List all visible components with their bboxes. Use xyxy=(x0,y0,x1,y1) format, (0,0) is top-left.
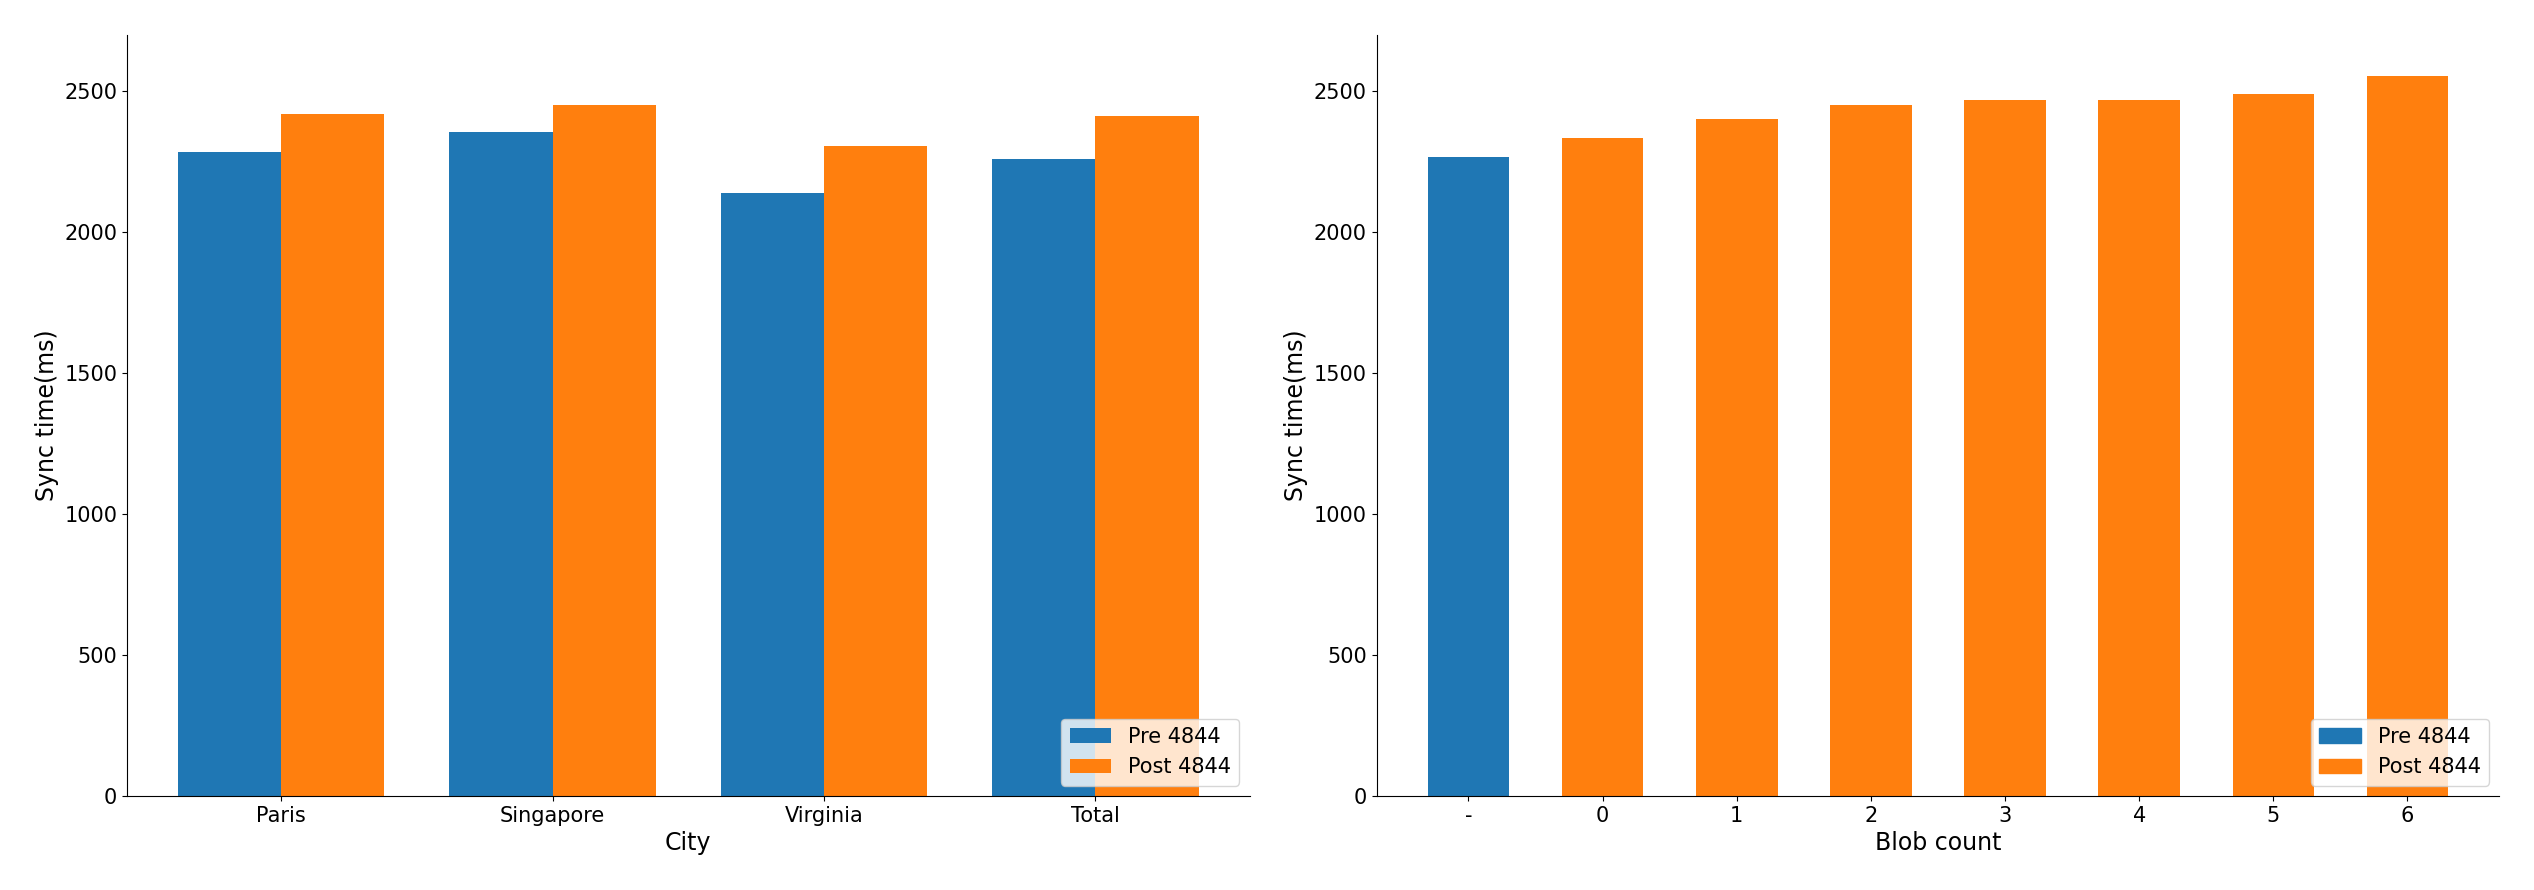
Bar xyxy=(720,192,824,796)
Bar xyxy=(281,114,385,796)
Bar xyxy=(993,158,1095,796)
Bar xyxy=(449,132,552,796)
Bar xyxy=(1830,105,1911,796)
Bar xyxy=(2232,94,2314,796)
Bar xyxy=(1964,100,2045,796)
Legend: Pre 4844, Post 4844: Pre 4844, Post 4844 xyxy=(2311,718,2488,786)
Bar xyxy=(1695,119,1776,796)
X-axis label: Blob count: Blob count xyxy=(1875,831,2002,855)
Bar xyxy=(1095,117,1199,796)
Bar xyxy=(2367,76,2448,796)
Legend: Pre 4844, Post 4844: Pre 4844, Post 4844 xyxy=(1062,718,1239,786)
Bar xyxy=(1561,138,1645,796)
Bar xyxy=(552,105,656,796)
Bar xyxy=(824,146,927,796)
X-axis label: City: City xyxy=(664,831,712,855)
Y-axis label: Sync time(ms): Sync time(ms) xyxy=(1285,329,1308,501)
Y-axis label: Sync time(ms): Sync time(ms) xyxy=(35,329,58,501)
Bar xyxy=(177,151,281,796)
Bar xyxy=(1427,158,1510,796)
Bar xyxy=(2098,100,2179,796)
